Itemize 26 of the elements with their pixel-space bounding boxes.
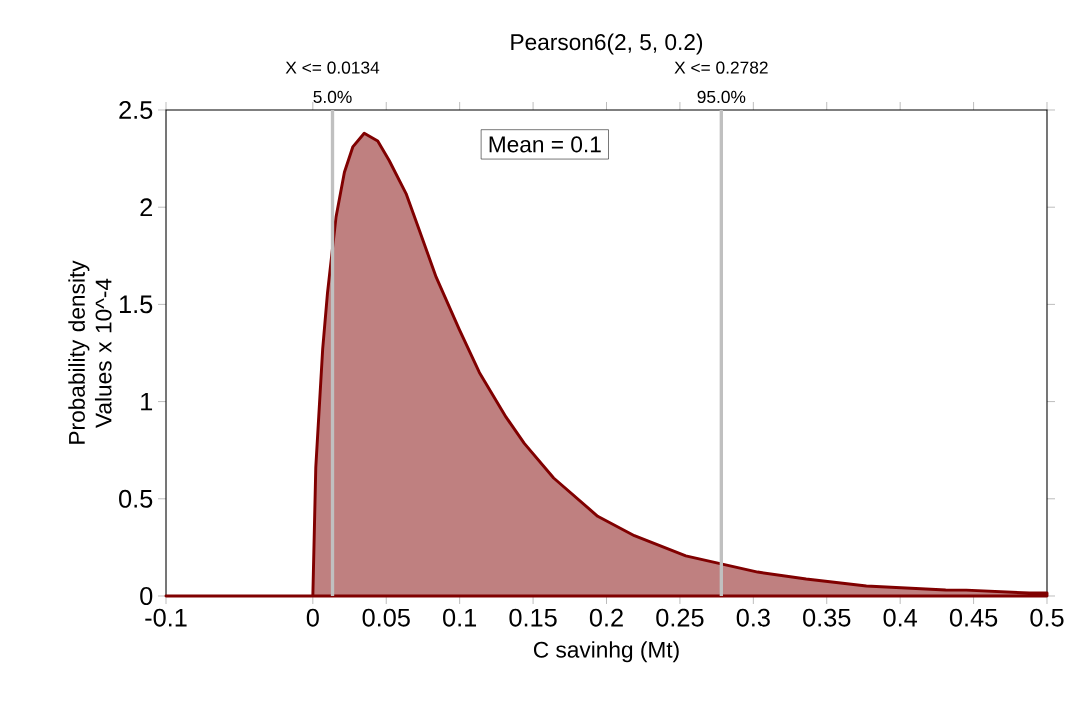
annotation: 95.0% xyxy=(697,90,746,104)
x-tick-label: 0 xyxy=(306,608,319,627)
chart-title: Pearson6(2, 5, 0.2) xyxy=(511,33,703,55)
ref-line-label: X <= 0.0134 xyxy=(285,61,380,74)
y-tick-label: 0.5 xyxy=(119,489,153,508)
x-tick-label: 0.15 xyxy=(509,608,557,627)
y-tick-label: 2 xyxy=(140,198,153,217)
x-tick-label: 0.3 xyxy=(736,608,770,627)
y-axis-title: Probability density Values x 10^-4 xyxy=(68,260,112,444)
x-tick-label: 0.25 xyxy=(656,608,704,627)
y-tick-label: 0 xyxy=(140,587,153,605)
x-tick-label: 0.1 xyxy=(443,608,477,627)
x-axis-title: C savinhg (Mt) xyxy=(533,641,679,663)
x-tick-label: -0.1 xyxy=(145,608,187,627)
x-tick-label: 0.5 xyxy=(1030,608,1064,627)
annotation: 5.0% xyxy=(313,90,352,104)
x-tick-label: 0.45 xyxy=(949,608,998,627)
ref-line-label: X <= 0.2782 xyxy=(674,61,768,74)
x-tick-label: 0.2 xyxy=(589,608,623,627)
x-tick-label: 0.4 xyxy=(883,608,918,627)
x-tick-label: 0.35 xyxy=(803,608,851,627)
x-tick-label: 0.05 xyxy=(362,608,410,627)
y-tick-label: 2.5 xyxy=(119,101,153,119)
y-tick-label: 1.5 xyxy=(120,295,153,314)
annotation: Mean = 0.1 xyxy=(489,136,601,153)
y-tick-label: 1 xyxy=(141,392,153,411)
